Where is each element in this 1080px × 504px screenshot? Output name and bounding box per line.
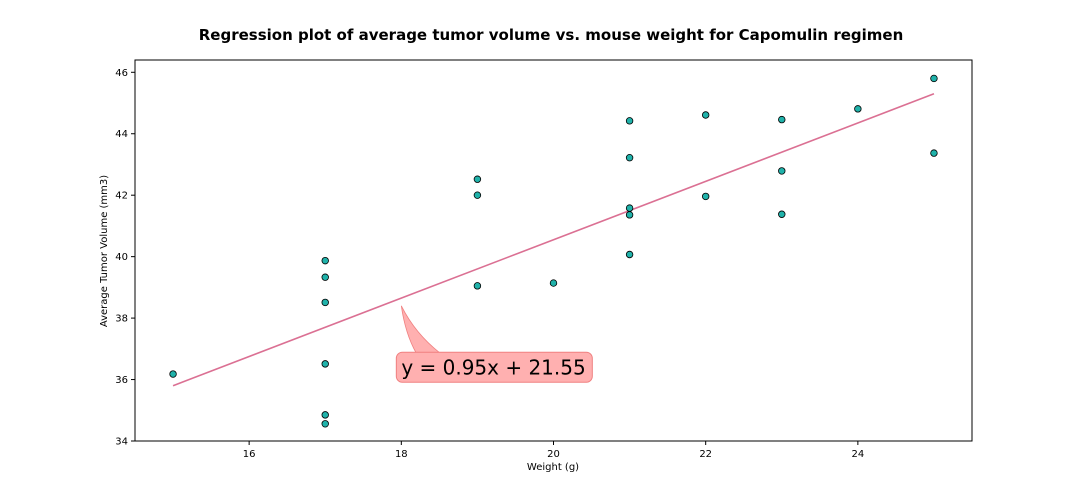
data-point: [854, 105, 862, 113]
data-point: [321, 411, 329, 419]
x-axis: 16 18 20 22 24: [243, 441, 864, 460]
y-axis: 34 36 38 40 42 44 46: [115, 68, 135, 448]
data-point: [701, 111, 710, 119]
data-point: [473, 282, 482, 290]
data-point: [169, 370, 177, 378]
x-tick-label: 22: [699, 449, 712, 460]
x-axis-label: Weight (g): [527, 462, 579, 473]
data-point: [473, 191, 482, 199]
data-point: [321, 298, 329, 307]
regression-equation-text: y = 0.95x + 21.55: [401, 355, 585, 379]
y-tick-label: 34: [115, 437, 128, 448]
y-tick-label: 38: [115, 314, 128, 325]
data-point: [930, 149, 938, 157]
x-tick-label: 20: [547, 449, 560, 460]
chart-title: Regression plot of average tumor volume …: [199, 26, 904, 44]
data-point: [778, 167, 786, 175]
y-tick-label: 44: [115, 129, 128, 140]
data-point: [321, 273, 329, 281]
data-point: [321, 420, 329, 428]
x-tick-label: 16: [243, 449, 256, 460]
data-point: [625, 154, 634, 162]
data-point: [701, 192, 710, 201]
y-tick-label: 42: [115, 191, 128, 202]
data-point: [778, 115, 786, 124]
data-point: [321, 360, 329, 368]
data-point: [625, 250, 634, 259]
y-tick-label: 46: [115, 68, 128, 79]
regression-line: [172, 93, 935, 387]
x-tick-label: 24: [851, 449, 864, 460]
y-tick-label: 36: [115, 375, 128, 386]
plot-area-frame: [134, 59, 973, 442]
data-point: [625, 211, 634, 219]
y-axis-label: Average Tumor Volume (mm3): [99, 175, 110, 327]
x-tick-label: 18: [395, 449, 408, 460]
y-tick-label: 40: [115, 252, 128, 263]
annotation-box: [395, 351, 593, 383]
data-point: [625, 204, 634, 212]
data-point: [321, 256, 329, 265]
annotation-arrow: [400, 305, 442, 354]
data-point: [930, 74, 938, 83]
data-point: [549, 279, 558, 287]
data-point: [625, 117, 634, 125]
data-point: [473, 175, 482, 183]
data-point: [778, 210, 786, 218]
regression-equation-annotation: y = 0.95x + 21.55: [395, 305, 593, 383]
